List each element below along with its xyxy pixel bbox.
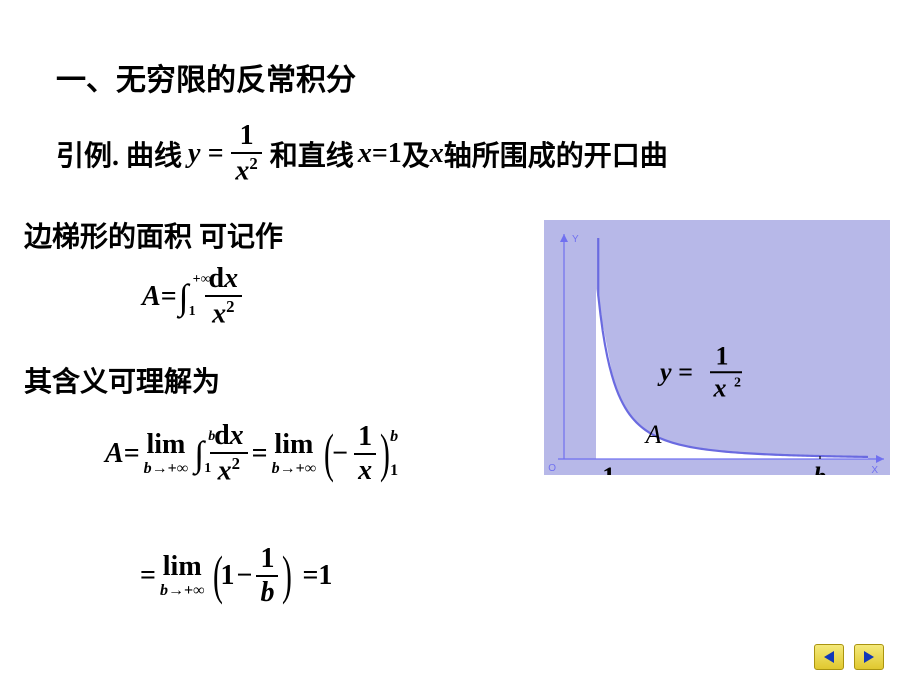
equals-4: = xyxy=(140,560,156,592)
line-eq-eq: = xyxy=(372,138,388,170)
curve-fraction: 1 x2 xyxy=(231,122,261,185)
limit-block-3: lim b→+∞ xyxy=(160,553,205,599)
curve-lhs: y = xyxy=(188,138,223,170)
right-paren: ) xyxy=(380,432,390,475)
svg-text:2: 2 xyxy=(734,375,741,390)
svg-text:Y: Y xyxy=(572,234,579,245)
eval-bounds: b 1 xyxy=(390,429,398,479)
slide-nav xyxy=(814,644,884,670)
triangle-right-icon xyxy=(861,649,877,665)
equals-3: = xyxy=(252,438,268,470)
integrand-den: x2 xyxy=(208,299,238,328)
fraction-denominator: x2 xyxy=(231,156,261,185)
triangle-left-icon xyxy=(821,649,837,665)
line-eq-x: x xyxy=(358,138,372,170)
result-one: 1 xyxy=(318,560,332,592)
integrand-fraction-2: dx x2 xyxy=(210,422,248,485)
prev-button[interactable] xyxy=(814,644,844,670)
section-heading: 一、无穷限的反常积分 xyxy=(56,55,356,99)
svg-text:O: O xyxy=(548,463,556,474)
left-paren-2: ( xyxy=(213,554,223,597)
svg-text:1: 1 xyxy=(716,341,729,370)
limit-block-2: lim b→+∞ xyxy=(272,431,317,477)
integral-lower-1: 1 xyxy=(204,461,211,477)
A-symbol: A xyxy=(142,281,161,313)
one-over-b: 1 b xyxy=(256,545,278,607)
limit-block-1: lim b→+∞ xyxy=(144,431,189,477)
lead-in-text: 引例. 曲线 xyxy=(56,134,182,174)
fraction-numerator: 1 xyxy=(236,122,258,150)
minus-sign: − xyxy=(332,438,348,470)
equals-5: = xyxy=(302,560,318,592)
integral-upper: +∞ xyxy=(193,272,211,288)
x-axis-tail: 轴所围成的开口曲 xyxy=(444,134,668,174)
right-paren-2: ) xyxy=(282,554,292,597)
line-eq-one: 1 xyxy=(388,138,402,170)
A-symbol-2: A xyxy=(105,438,124,470)
equation-result: = lim b→+∞ ( 1 − 1 b ) = 1 xyxy=(140,545,332,607)
next-button[interactable] xyxy=(854,644,884,670)
svg-text:A: A xyxy=(644,420,662,449)
integral-sign: ∫ +∞ 1 xyxy=(179,276,189,318)
svg-text:x: x xyxy=(713,373,727,402)
equation-A-integral: A = ∫ +∞ 1 dx x2 xyxy=(142,265,246,328)
intro-line: 引例. 曲线 y = 1 x2 和直线 x = 1 及 x 轴所围成的开口曲 xyxy=(56,122,668,185)
and-x-axis: 及 xyxy=(402,134,430,174)
and-line-text: 和直线 xyxy=(270,134,354,174)
minus-2: − xyxy=(236,560,252,592)
line3-text: 其含义可理解为 xyxy=(24,360,220,400)
left-paren: ( xyxy=(324,432,334,475)
equals-2: = xyxy=(124,438,140,470)
svg-text:1: 1 xyxy=(602,462,615,475)
minus-one-over-x: 1 x xyxy=(354,423,376,485)
integral-lower: 1 xyxy=(189,304,196,320)
integral-upper-b: b xyxy=(208,429,215,445)
curve-chart: Y X O 1 b Ay = 1 x2 xyxy=(544,220,890,475)
x-axis-var: x xyxy=(430,138,444,170)
svg-text:b: b xyxy=(814,462,827,475)
equals: = xyxy=(161,281,177,313)
svg-text:y =: y = xyxy=(657,357,693,386)
line2-text: 边梯形的面积 可记作 xyxy=(24,215,283,255)
equation-A-limit: A = lim b→+∞ ∫ b 1 dx x2 = lim b→+∞ ( − … xyxy=(105,422,398,485)
svg-text:X: X xyxy=(871,465,878,475)
integral-sign-2: ∫ b 1 xyxy=(194,433,204,475)
